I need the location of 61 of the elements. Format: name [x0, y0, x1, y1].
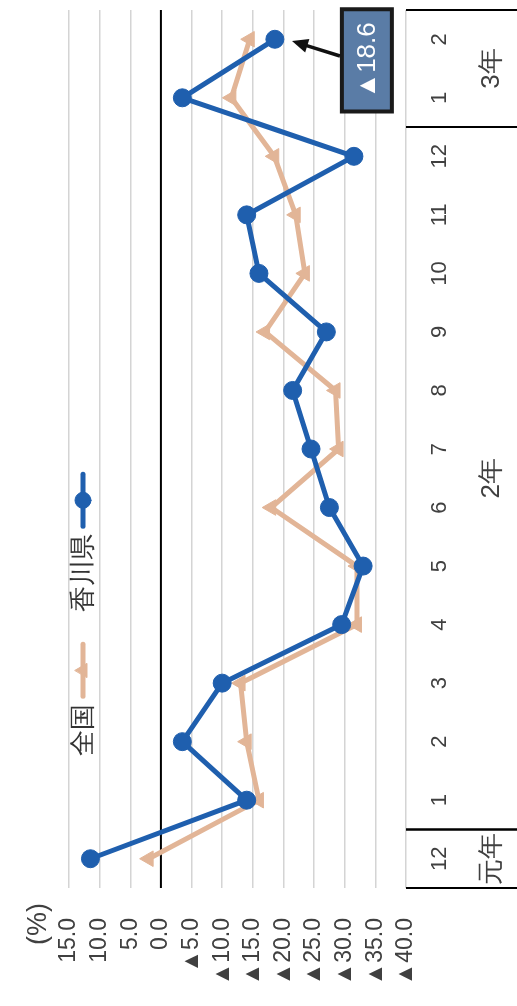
point — [264, 148, 280, 165]
text: 2年 — [475, 458, 506, 499]
point — [319, 498, 339, 518]
y-tick-label: 2 — [426, 33, 452, 46]
x-tick-label: ▲15.0 — [238, 918, 265, 986]
text: (%) — [22, 903, 53, 945]
x-tick-label: ▲30.0 — [330, 918, 357, 986]
y-tick-label: 9 — [426, 325, 452, 339]
y-tick-label: 12 — [426, 144, 452, 169]
point — [221, 89, 237, 107]
point — [326, 382, 341, 399]
x-tick-label: ▲20.0 — [268, 918, 295, 986]
y-tick-label: 5 — [426, 559, 452, 573]
point — [139, 850, 154, 868]
point — [261, 499, 277, 516]
y-tick-label: 1 — [426, 794, 452, 807]
point — [237, 733, 252, 750]
point — [283, 380, 303, 400]
point — [80, 849, 100, 869]
point — [295, 265, 310, 282]
y-tick-label: 2 — [426, 735, 452, 748]
point — [255, 323, 271, 341]
x-tick-label: 5.0 — [115, 918, 142, 950]
annotation: ▲18.6 — [351, 22, 382, 99]
point — [172, 88, 192, 108]
point — [344, 146, 364, 166]
legend-label: 全国 — [67, 704, 98, 757]
y-tick-label: 4 — [426, 618, 452, 631]
x-tick-label: ▲5.0 — [176, 918, 203, 973]
point — [212, 673, 232, 693]
point — [353, 556, 373, 576]
point — [332, 615, 352, 635]
y-tick-label: 7 — [426, 442, 452, 456]
point — [237, 205, 257, 225]
y-tick-label: 10 — [426, 261, 452, 286]
x-tick-label: ▲25.0 — [299, 918, 326, 986]
text: 3年 — [475, 48, 506, 89]
x-tick-label: ▲40.0 — [391, 918, 418, 986]
point — [316, 322, 336, 342]
point — [329, 440, 344, 458]
point — [172, 732, 192, 752]
y-tick-label: 6 — [426, 501, 452, 514]
y-tick-label: 12 — [426, 846, 452, 871]
point — [301, 439, 321, 459]
x-tick-label: 10.0 — [84, 918, 111, 963]
y-tick-label: 1 — [426, 91, 452, 104]
point — [231, 674, 246, 692]
point — [286, 206, 301, 224]
x-tick-label: 0.0 — [146, 918, 173, 950]
point — [237, 790, 257, 810]
y-tick-label: 3 — [426, 677, 452, 690]
point — [249, 263, 269, 283]
legend-label: 香川県 — [67, 534, 98, 613]
text: 元年 — [475, 832, 506, 885]
x-tick-label: 15.0 — [54, 918, 81, 963]
point — [240, 30, 255, 48]
x-tick-label: ▲10.0 — [207, 918, 234, 986]
y-tick-label: 11 — [426, 203, 452, 227]
y-tick-label: 8 — [426, 384, 452, 397]
x-tick-label: ▲35.0 — [360, 918, 387, 986]
point — [265, 29, 285, 49]
